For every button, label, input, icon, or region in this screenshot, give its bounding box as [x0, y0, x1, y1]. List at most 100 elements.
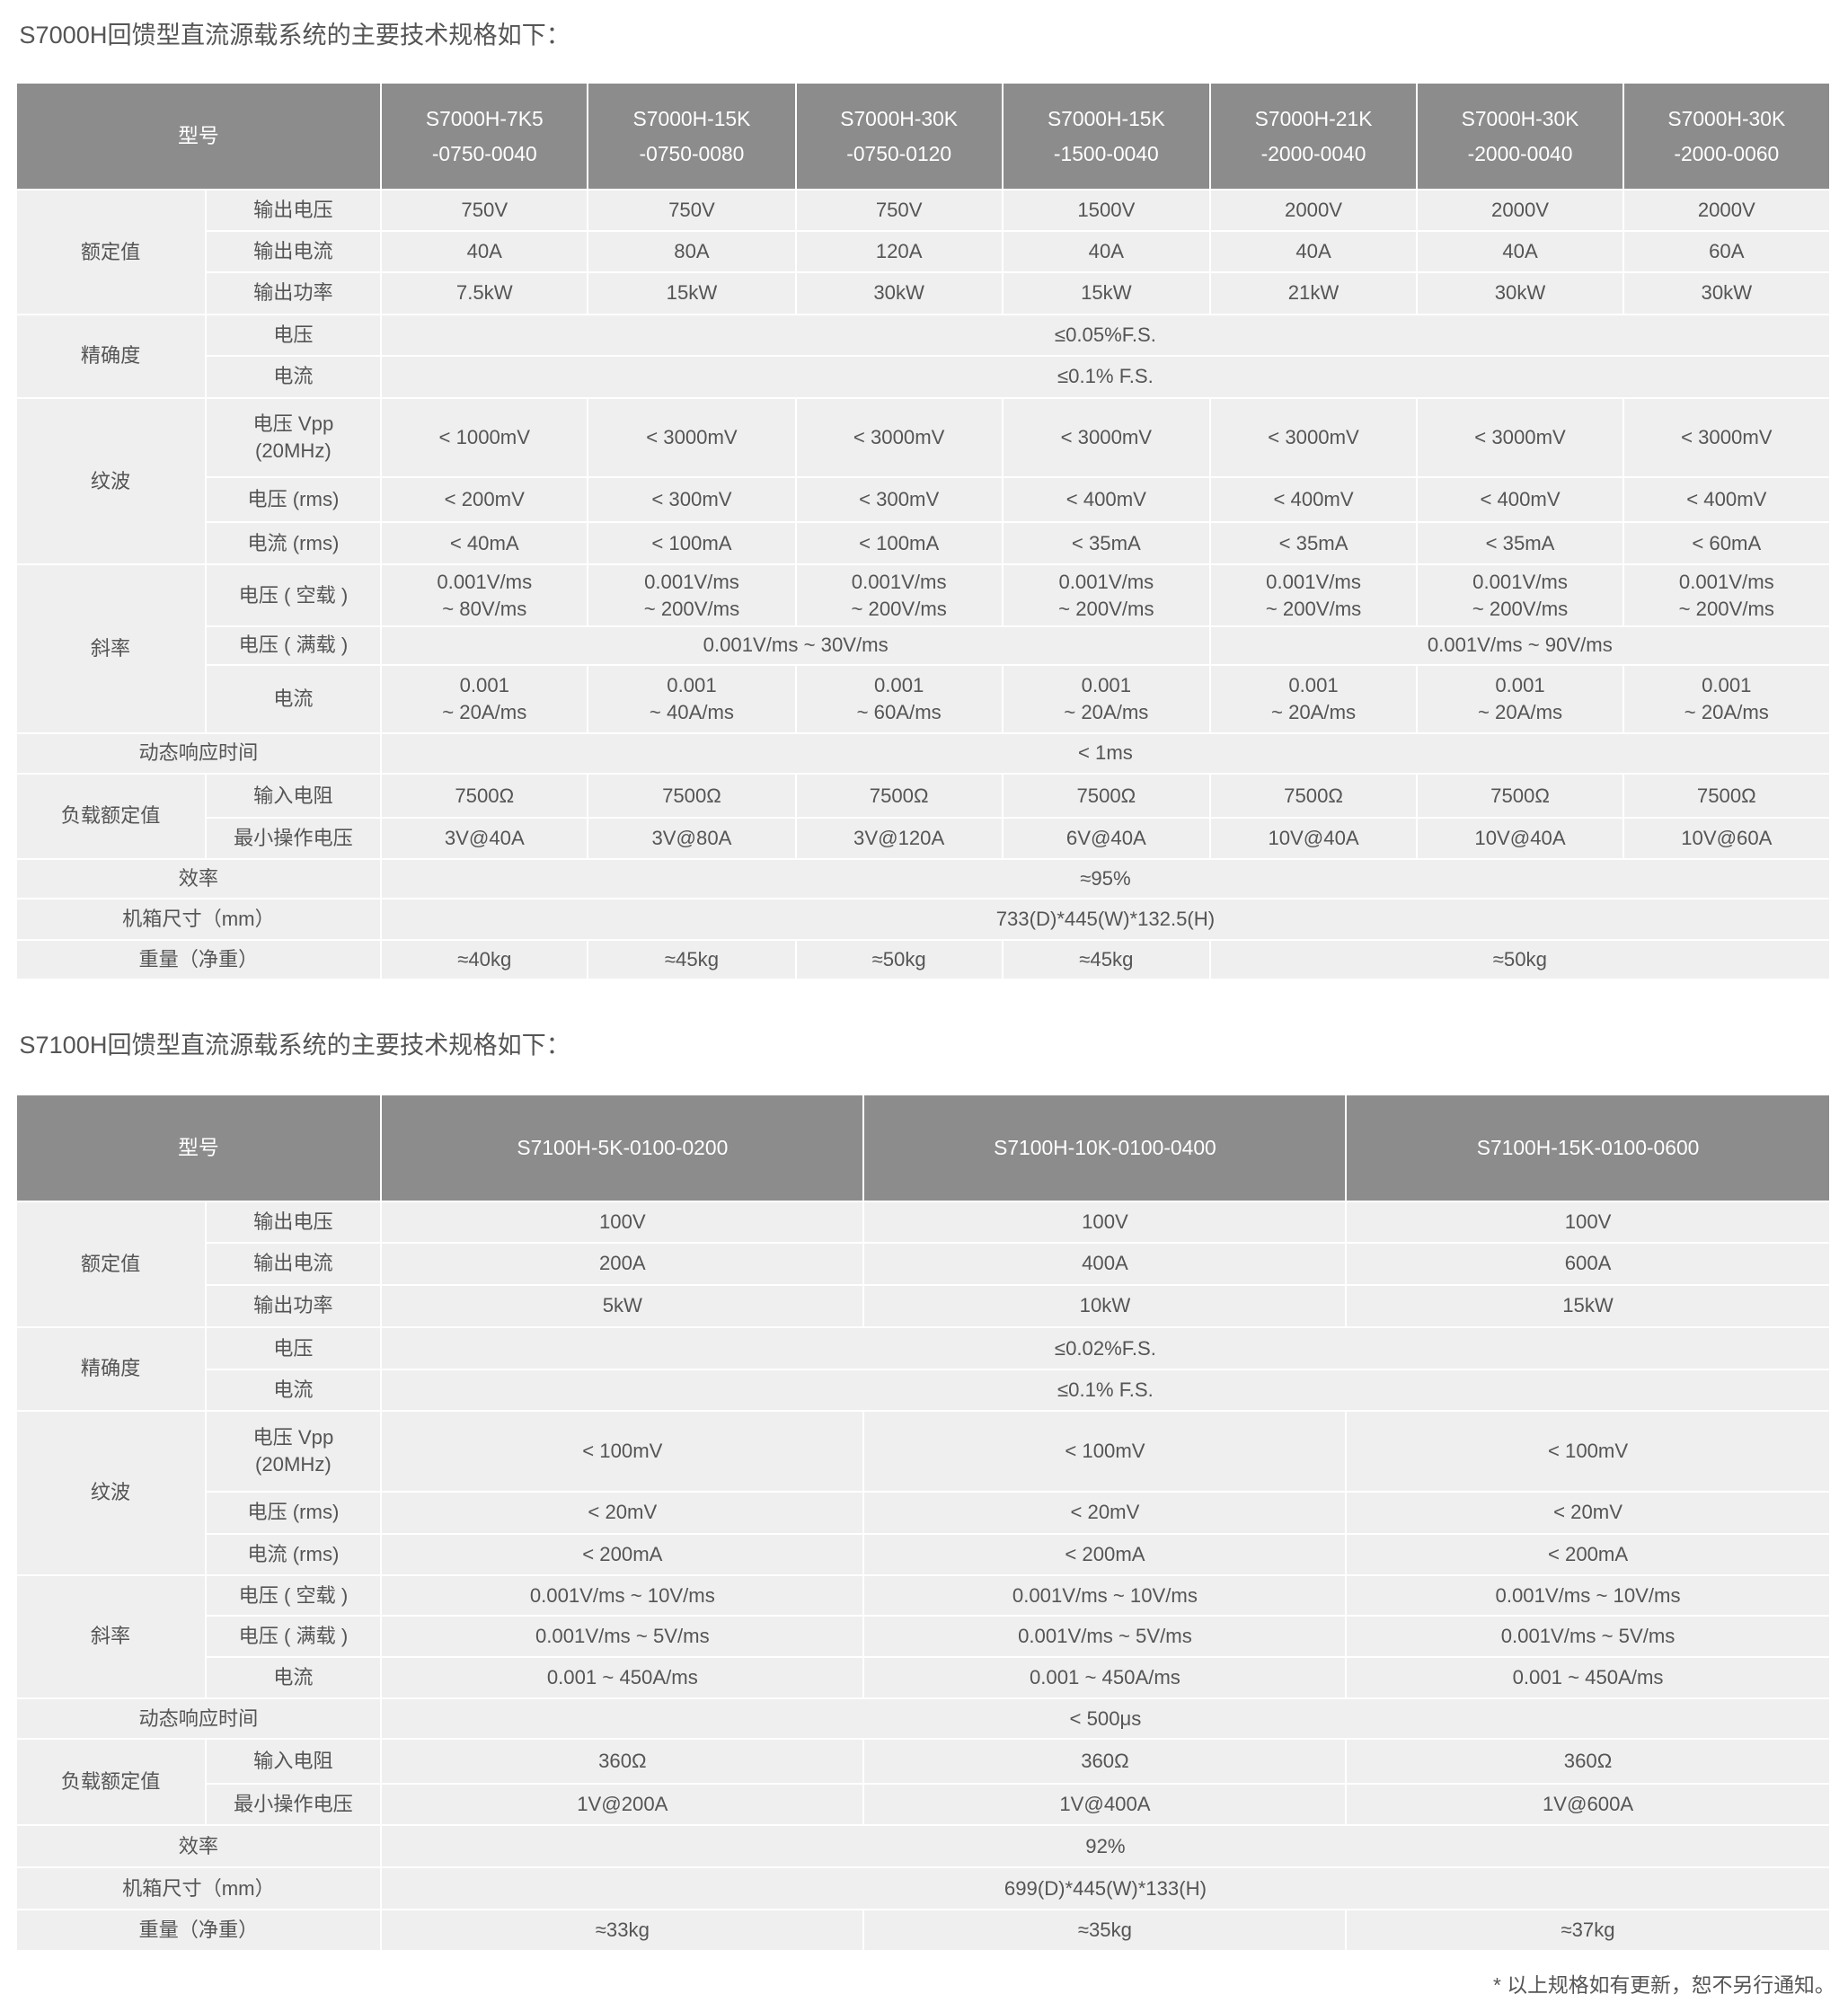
spec-value: < 400mV — [1623, 476, 1829, 524]
row-label: 机箱尺寸（mm） — [16, 897, 383, 941]
row-label: 重量（净重） — [16, 938, 383, 980]
spec-value: < 35mA — [1416, 521, 1625, 566]
spec-value: 360Ω — [862, 1738, 1348, 1786]
spec-value: < 3000mV — [587, 396, 797, 479]
spec-value: 600A — [1345, 1241, 1829, 1286]
spec-value: 0.001V/ms ~ 30V/ms — [380, 625, 1212, 666]
row-sub-label: 电流 (rms) — [205, 1532, 383, 1576]
row-sub-label: 输出功率 — [205, 1283, 383, 1329]
row-group-label: 精确度 — [16, 1326, 207, 1412]
spec-value: 7500Ω — [380, 773, 589, 819]
row-group-label: 斜率 — [16, 563, 207, 734]
spec-value: < 100mA — [587, 521, 797, 566]
spec-value: < 400mV — [1209, 476, 1419, 524]
table-row: 电流 0.001 ~ 450A/ms 0.001 ~ 450A/ms 0.001 ~ … — [17, 1656, 1829, 1699]
spec-value: 750V — [794, 189, 1004, 233]
table-row: 额定值 输出电压 100V 100V 100V — [16, 1201, 1829, 1329]
spec-value: 40A — [1001, 230, 1212, 273]
spec-value: < 200mA — [1345, 1532, 1829, 1576]
spec-value: 1V@200A — [380, 1783, 865, 1827]
spec-value: 21kW — [1209, 270, 1419, 315]
model-header: S7000H-15K -0750-0080 — [587, 83, 797, 191]
model-header: S7000H-30K -2000-0040 — [1416, 83, 1625, 191]
row-sub-label: 电压 Vpp (20MHz) — [204, 1409, 383, 1493]
spec-value: 3V@120A — [794, 816, 1004, 860]
spec-value: 0.001V/ms ~ 200V/ms — [794, 563, 1004, 627]
spec-value: 0.001V/ms ~ 90V/ms — [1209, 625, 1829, 666]
spec-value: 40A — [1209, 230, 1419, 273]
row-label: 重量（净重） — [16, 1909, 383, 1953]
spec-value: 92% — [380, 1824, 1829, 1869]
spec-value: 2000V — [1416, 189, 1625, 233]
spec-value: 360Ω — [1345, 1738, 1829, 1786]
spec-value: < 1000mV — [380, 396, 589, 479]
table-row: 电流 (rms) < 40mA < 100mA < 100mA < 35mA < 35mA… — [17, 521, 1829, 566]
spec-value: 2000V — [1209, 189, 1419, 233]
spec-value: ≈37kg — [1345, 1909, 1829, 1953]
spec-value: 15kW — [1345, 1283, 1829, 1329]
model-label: 型号 — [16, 1095, 383, 1203]
table-row: 负载额定值 输入电阻 360Ω 360Ω 360Ω — [16, 1738, 1829, 1827]
spec-value: 0.001 ~ 60A/ms — [794, 663, 1004, 734]
model-header: S7100H-15K-0100-0600 — [1345, 1095, 1829, 1203]
spec-value: 0.001V/ms ~ 10V/ms — [380, 1573, 865, 1617]
header-row: 型号 S7000H-7K5 -0750-0040 S7000H-15K -0750-… — [16, 83, 1829, 191]
spec-value: 0.001V/ms ~ 5V/ms — [862, 1615, 1348, 1659]
table-row: 输出电流 40A 80A 120A 40A 40A 40A 60A — [17, 230, 1829, 273]
row-sub-label: 电压 Vpp (20MHz) — [204, 396, 383, 479]
row-label: 效率 — [16, 1824, 383, 1869]
row-group-label: 负载额定值 — [16, 773, 207, 860]
row-sub-label: 电压 ( 空载 ) — [204, 1573, 383, 1617]
spec-value: 10kW — [862, 1283, 1348, 1329]
spec-value: 0.001V/ms ~ 200V/ms — [1416, 563, 1625, 627]
spec-value: < 100mA — [794, 521, 1004, 566]
spec-value: < 3000mV — [1416, 396, 1625, 479]
spec-value: 0.001 ~ 450A/ms — [1345, 1656, 1829, 1699]
table-row: 斜率 电压 ( 空载 ) 0.001V/ms ~ 10V/ms 0.001V/ms ~… — [16, 1573, 1829, 1699]
spec-value: 200A — [380, 1241, 865, 1286]
row-sub-label: 电流 — [205, 663, 383, 734]
spec-value: 1500V — [1001, 189, 1212, 233]
spec-value: 7500Ω — [1623, 773, 1829, 819]
spec-value: < 20mV — [1345, 1490, 1829, 1535]
row-group-label: 纹波 — [16, 396, 207, 566]
table-row: 机箱尺寸（mm） 733(D)*445(W)*132.5(H) — [16, 897, 1829, 941]
table-row: 机箱尺寸（mm） 699(D)*445(W)*133(H) — [16, 1866, 1829, 1911]
spec-value: 15kW — [1001, 270, 1212, 315]
spec-value: < 400mV — [1416, 476, 1625, 524]
spec-value: 1V@400A — [862, 1783, 1348, 1827]
row-label: 动态响应时间 — [16, 731, 383, 775]
spec-value: 100V — [1345, 1201, 1829, 1244]
row-sub-label: 输出电流 — [205, 1241, 383, 1286]
spec-value: ≈33kg — [380, 1909, 865, 1953]
spec-value: < 200mA — [862, 1532, 1348, 1576]
table-row: 效率 92% — [16, 1824, 1829, 1869]
spec-value: ≤0.02%F.S. — [380, 1326, 1829, 1371]
table-row: 动态响应时间 < 500μs — [16, 1697, 1829, 1741]
spec-value: 1V@600A — [1345, 1783, 1829, 1827]
row-group-label: 精确度 — [16, 313, 207, 399]
table-row: 精确度 电压 ≤0.02%F.S. — [16, 1326, 1829, 1412]
spec-value: < 3000mV — [1001, 396, 1212, 479]
spec-value: 7500Ω — [1209, 773, 1419, 819]
row-sub-label: 输出电压 — [204, 189, 383, 233]
spec-value: ≈95% — [380, 857, 1829, 900]
spec-value: 0.001V/ms ~ 200V/ms — [1623, 563, 1829, 627]
spec-value: ≈45kg — [587, 938, 797, 980]
table-row: 电压 ( 满载 ) 0.001V/ms ~ 5V/ms 0.001V/ms ~ 5V… — [17, 1615, 1829, 1659]
spec-value: 0.001V/ms ~ 200V/ms — [1001, 563, 1212, 627]
spec-value: 7.5kW — [380, 270, 589, 315]
spec-value: ≈40kg — [380, 938, 589, 980]
spec-value: 750V — [587, 189, 797, 233]
spec-value: 15kW — [587, 270, 797, 315]
table-row: 最小操作电压 3V@40A 3V@80A 3V@120A 6V@40A 10V@40A 10… — [17, 816, 1829, 860]
model-label: 型号 — [16, 83, 383, 191]
spec-value: < 35mA — [1001, 521, 1212, 566]
spec-value: 60A — [1623, 230, 1829, 273]
table-row: 负载额定值 输入电阻 7500Ω 7500Ω 7500Ω 7500Ω 7500Ω 7500Ω 7… — [16, 773, 1829, 860]
row-sub-label: 电压 (rms) — [205, 476, 383, 524]
spec-value: 0.001V/ms ~ 10V/ms — [1345, 1573, 1829, 1617]
model-header: S7000H-21K -2000-0040 — [1209, 83, 1419, 191]
header-row: 型号 S7100H-5K-0100-0200 S7100H-10K-0100-040… — [16, 1095, 1829, 1203]
spec-value: 10V@60A — [1623, 816, 1829, 860]
